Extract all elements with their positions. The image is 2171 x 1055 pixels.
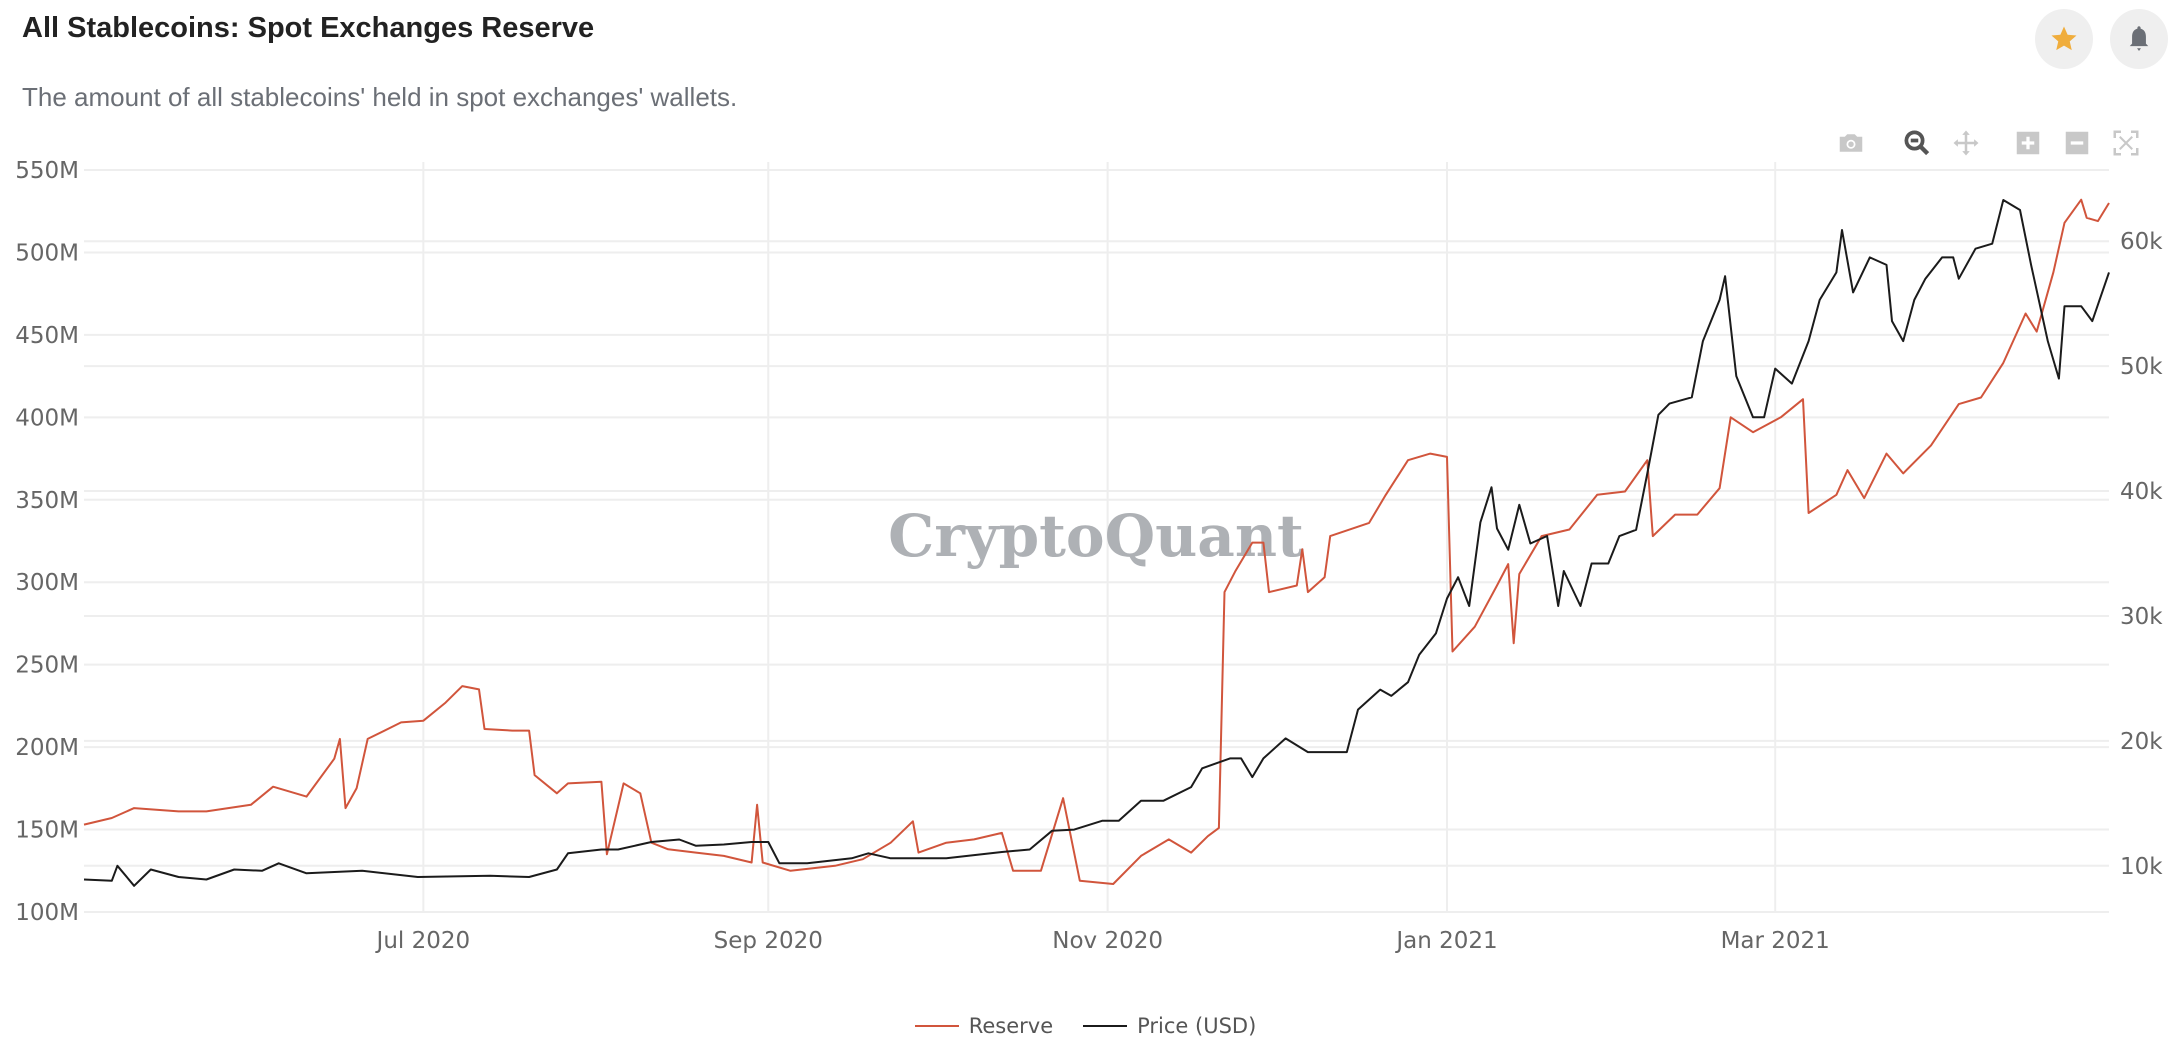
x-tick-label: Jan 2021 (1394, 928, 1497, 954)
legend-item-price[interactable]: Price (USD) (1083, 1014, 1256, 1038)
y-left-tick-label: 250M (15, 653, 79, 679)
zoom-out-icon (2065, 131, 2089, 155)
zoom-in-icon (2016, 131, 2040, 155)
zoom-tool-button[interactable] (1902, 128, 1932, 158)
watermark: CryptoQuant (888, 502, 1304, 570)
y-right-tick-label: 60k (2120, 229, 2163, 255)
series-lines (83, 198, 2110, 887)
x-tick-label: Nov 2020 (1052, 928, 1163, 954)
x-tick-label: Sep 2020 (714, 928, 823, 954)
zoom-icon (1904, 130, 1930, 156)
autoscale-button[interactable] (2111, 128, 2141, 158)
y-left-tick-label: 550M (15, 158, 79, 184)
legend-swatch-reserve (914, 1025, 959, 1027)
y-right-tick-label: 40k (2120, 479, 2163, 505)
bell-icon (2129, 26, 2149, 51)
series-line-reserve (83, 198, 2110, 885)
alert-button[interactable] (2110, 9, 2168, 69)
y-right-tick-label: 20k (2120, 729, 2163, 755)
zoom-in-button[interactable] (2013, 128, 2043, 158)
y-left-tick-label: 500M (15, 240, 79, 266)
y-left-tick-label: 300M (15, 570, 79, 596)
y-right-tick-label: 30k (2120, 604, 2163, 630)
gridlines (84, 162, 2109, 913)
legend-label-reserve: Reserve (968, 1014, 1054, 1038)
legend-label-price: Price (USD) (1137, 1014, 1257, 1038)
star-icon (2051, 26, 2077, 51)
zoom-out-button[interactable] (2062, 128, 2092, 158)
favorite-button[interactable] (2035, 9, 2093, 69)
autoscale-icon (2113, 130, 2139, 156)
y-left-tick-label: 450M (15, 323, 79, 349)
x-tick-label: Mar 2021 (1721, 928, 1830, 954)
download-plot-button[interactable] (1836, 128, 1866, 158)
y-left-tick-label: 200M (15, 735, 79, 761)
y-right-tick-label: 10k (2120, 854, 2163, 880)
y-left-tick-label: 100M (15, 900, 79, 926)
y-left-tick-label: 400M (15, 405, 79, 431)
legend-swatch-price (1083, 1025, 1128, 1027)
y-right-tick-label: 50k (2120, 354, 2163, 380)
chart-canvas[interactable]: CryptoQuant 100M 150M 200M 250M 300M 350M 400M… (0, 0, 2171, 1000)
axes: 100M 150M 200M 250M 300M 350M 400M 450M 500M 550M… (15, 158, 2163, 954)
page-title: All Stablecoins: Spot Exchanges Reserve (22, 12, 595, 44)
series-line-price (83, 199, 2110, 887)
pan-icon (1953, 130, 1979, 156)
legend-item-reserve[interactable]: Reserve (914, 1014, 1054, 1038)
y-left-tick-label: 350M (15, 488, 79, 514)
y-left-tick-label: 150M (15, 818, 79, 844)
camera-icon (1839, 134, 1863, 152)
x-tick-label: Jul 2020 (375, 928, 471, 954)
legend: Reserve Price (USD) (0, 1014, 2171, 1038)
page-subtitle: The amount of all stablecoins' held in s… (22, 82, 738, 112)
chart-toolbar (1830, 128, 2150, 160)
pan-tool-button[interactable] (1951, 128, 1981, 158)
